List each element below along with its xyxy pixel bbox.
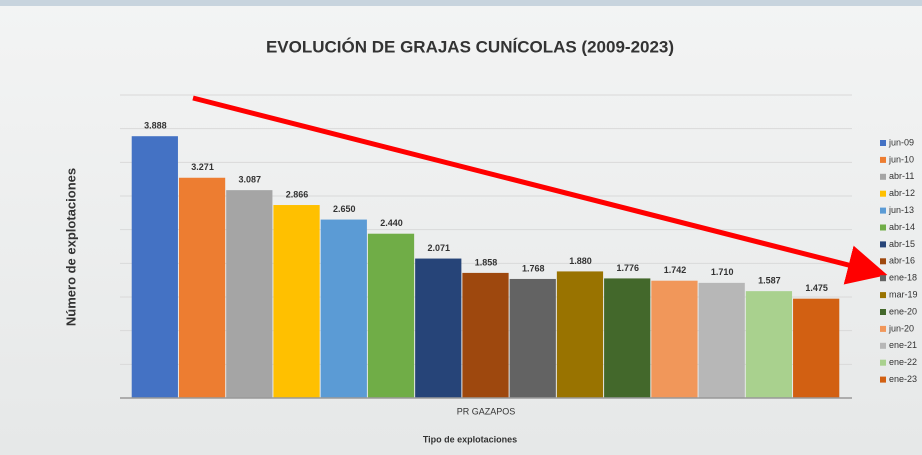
legend-swatch — [880, 325, 886, 332]
legend-swatch — [880, 156, 886, 163]
data-label: 1.742 — [664, 265, 687, 275]
bar — [651, 280, 698, 398]
data-label: 1.710 — [711, 267, 734, 277]
data-label: 2.071 — [427, 243, 450, 253]
x-axis-label: Tipo de explotaciones — [423, 434, 517, 444]
legend-label: jun-20 — [888, 323, 914, 333]
legend-label: abr-14 — [889, 222, 915, 232]
legend-label: abr-16 — [889, 256, 915, 266]
data-label: 3.888 — [144, 121, 167, 131]
data-label: 1.768 — [522, 263, 545, 273]
bar — [509, 278, 556, 398]
legend-swatch — [880, 173, 886, 180]
bar — [226, 190, 273, 398]
data-label: 2.650 — [333, 204, 356, 214]
bar — [415, 258, 462, 398]
bar — [462, 272, 509, 398]
data-label: 2.440 — [380, 218, 403, 228]
legend-swatch — [880, 292, 886, 299]
top-band — [0, 0, 922, 6]
legend-label: ene-23 — [889, 374, 917, 384]
legend-label: ene-18 — [889, 273, 917, 283]
bar — [178, 177, 226, 398]
trend-arrow — [192, 95, 888, 285]
bar — [131, 136, 178, 398]
legend-label: jun-13 — [888, 205, 914, 215]
x-tick-label: PR GAZAPOS — [457, 406, 516, 416]
legend-swatch — [880, 190, 886, 197]
bar — [367, 233, 415, 398]
data-label: 3.271 — [191, 162, 214, 172]
legend-swatch — [880, 258, 886, 265]
bar — [604, 278, 651, 398]
legend-label: mar-19 — [889, 289, 918, 299]
bar — [320, 219, 367, 398]
data-label: 1.776 — [616, 263, 639, 273]
legend-label: ene-22 — [889, 357, 917, 367]
legend-swatch — [880, 376, 886, 383]
data-label: 1.858 — [475, 257, 498, 267]
data-label: 2.866 — [286, 189, 309, 199]
legend-swatch — [880, 241, 886, 248]
legend-label: abr-12 — [889, 188, 915, 198]
bar — [698, 282, 745, 398]
data-label: 3.087 — [239, 175, 262, 185]
legend-swatch — [880, 342, 886, 349]
y-axis-label: Número de explotaciones — [63, 168, 78, 326]
data-label: 1.587 — [758, 276, 781, 286]
legend-swatch — [880, 309, 886, 315]
legend-swatch — [880, 224, 886, 231]
plot: PR GAZAPOS 3.888 3.271 3.087 2.866 2.650 2.440… — [120, 94, 852, 416]
legend-swatch — [880, 359, 886, 366]
legend-label: ene-20 — [889, 306, 917, 316]
chart-title: EVOLUCIÓN DE GRAJAS CUNÍCOLAS (2009-2023… — [266, 37, 674, 56]
data-label: 1.475 — [805, 283, 828, 293]
bar — [273, 205, 320, 398]
legend-label: ene-21 — [889, 340, 917, 350]
legend-label: abr-11 — [889, 171, 914, 181]
legend-label: jun-10 — [888, 154, 914, 164]
legend-swatch — [880, 275, 886, 282]
bar — [793, 298, 840, 398]
legend-label: abr-15 — [889, 239, 915, 249]
data-label: 1.880 — [569, 256, 592, 266]
legend-swatch — [880, 207, 886, 214]
bar — [745, 291, 793, 398]
bar — [556, 271, 604, 398]
legend-swatch — [880, 140, 886, 146]
legend-label: jun-09 — [888, 137, 914, 147]
